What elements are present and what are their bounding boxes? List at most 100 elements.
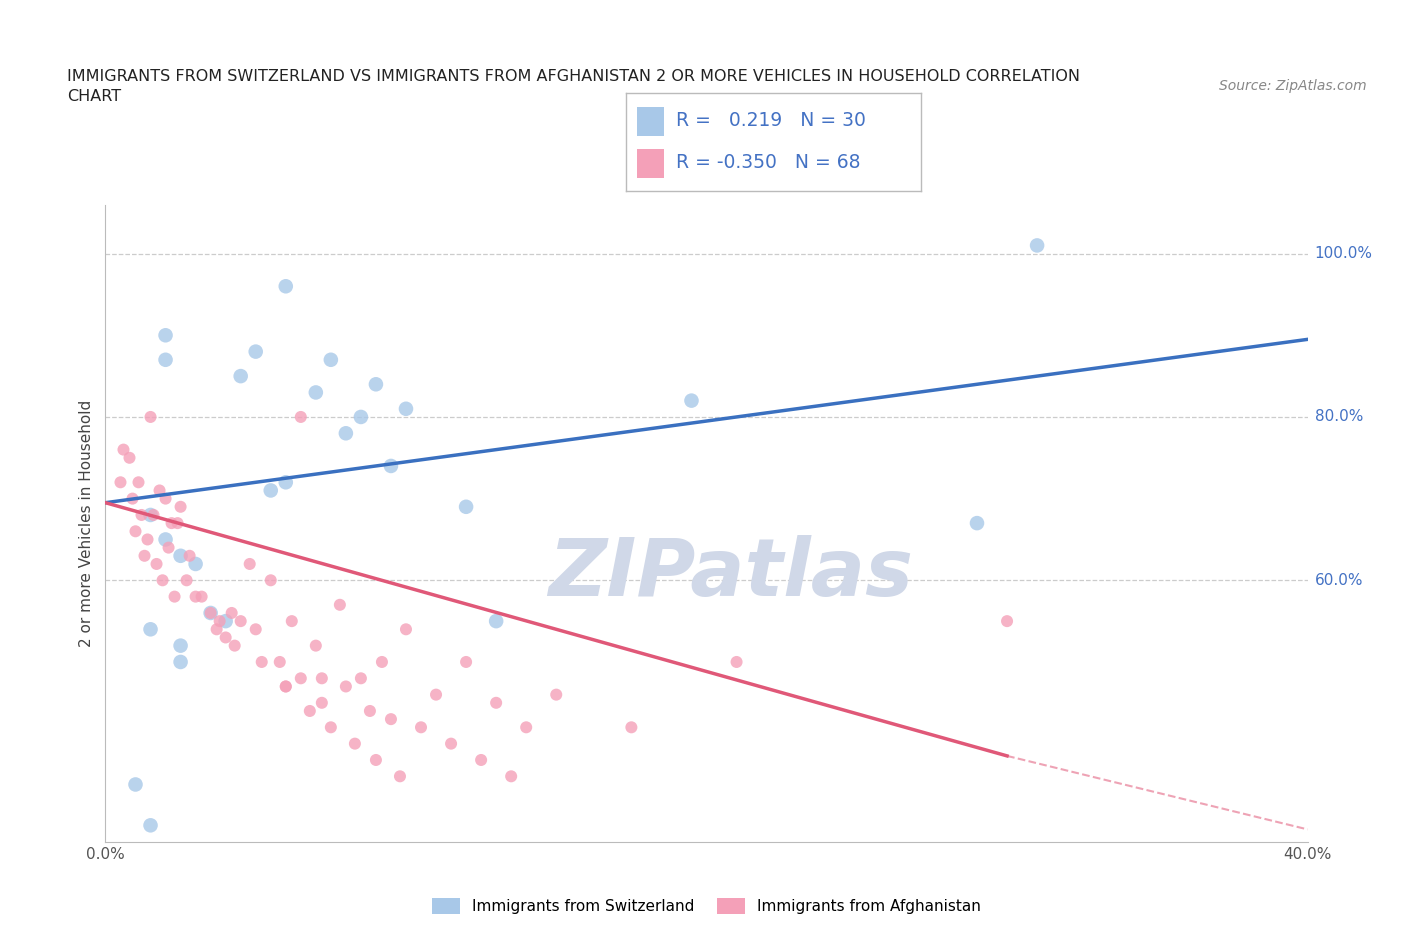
Point [359,703,381,718]
Point [184,556,207,571]
Point [290,409,312,424]
Point [166,516,188,531]
Point [208,614,231,629]
Point [139,817,162,832]
Point [725,655,748,670]
Legend: Immigrants from Switzerland, Immigrants from Afghanistan: Immigrants from Switzerland, Immigrants … [426,892,987,920]
Point [305,385,328,400]
Point [311,671,333,685]
Point [155,328,177,343]
FancyBboxPatch shape [637,107,664,136]
Point [160,516,183,531]
Point [425,687,447,702]
Point [681,393,703,408]
Point [343,737,366,751]
Point [239,556,262,571]
Point [245,622,267,637]
Point [281,614,304,629]
Point [350,671,373,685]
FancyBboxPatch shape [637,149,664,178]
Point [501,769,523,784]
Point [134,549,156,564]
Point [319,720,342,735]
Point [485,696,508,711]
Point [200,605,222,620]
Text: 80.0%: 80.0% [1315,409,1362,424]
Point [364,752,387,767]
Point [274,679,297,694]
Point [200,605,222,620]
Point [139,622,162,637]
Text: 60.0%: 60.0% [1315,573,1362,588]
Point [269,655,291,670]
Point [145,556,167,571]
Point [155,491,177,506]
Point [260,483,283,498]
Point [136,532,159,547]
Point [409,720,432,735]
Point [395,402,418,417]
Text: IMMIGRANTS FROM SWITZERLAND VS IMMIGRANTS FROM AFGHANISTAN 2 OR MORE VEHICLES IN: IMMIGRANTS FROM SWITZERLAND VS IMMIGRANT… [67,69,1080,84]
Point [121,491,143,506]
Text: R = -0.350   N = 68: R = -0.350 N = 68 [676,153,860,172]
Point [169,549,191,564]
Point [169,499,191,514]
Point [179,549,201,564]
Point [169,655,191,670]
Point [454,655,477,670]
Point [214,630,236,644]
Point [176,573,198,588]
Point [1026,238,1049,253]
Point [229,368,252,383]
Point [169,638,191,653]
Point [148,483,170,498]
Point [139,409,162,424]
Point [371,655,394,670]
Point [440,737,463,751]
Point [221,605,243,620]
Point [155,532,177,547]
Point [388,769,411,784]
Point [274,475,297,490]
Point [214,614,236,629]
Point [124,524,146,538]
Point [157,540,180,555]
Point [329,597,352,612]
Point [319,352,342,367]
Point [274,279,297,294]
Point [995,614,1018,629]
Point [546,687,568,702]
Y-axis label: 2 or more Vehicles in Household: 2 or more Vehicles in Household [79,400,94,646]
Point [380,711,402,726]
Point [142,508,165,523]
Point [364,377,387,392]
Text: ZIPatlas: ZIPatlas [548,535,912,613]
Point [184,590,207,604]
Point [112,442,135,457]
Point [335,679,357,694]
Point [163,590,186,604]
Point [152,573,174,588]
Point [124,777,146,792]
Point [245,344,267,359]
Point [350,409,373,424]
Point [966,516,988,531]
Point [139,508,162,523]
Point [110,475,132,490]
Point [298,703,321,718]
Point [155,352,177,367]
Point [395,622,418,637]
Point [274,679,297,694]
Point [205,622,228,637]
Text: R =   0.219   N = 30: R = 0.219 N = 30 [676,112,866,130]
Point [224,638,246,653]
Point [454,499,477,514]
Text: Source: ZipAtlas.com: Source: ZipAtlas.com [1219,79,1367,93]
Point [305,638,328,653]
Text: CHART: CHART [67,89,121,104]
Point [229,614,252,629]
Point [311,696,333,711]
Point [131,508,153,523]
Point [515,720,537,735]
Point [260,573,283,588]
